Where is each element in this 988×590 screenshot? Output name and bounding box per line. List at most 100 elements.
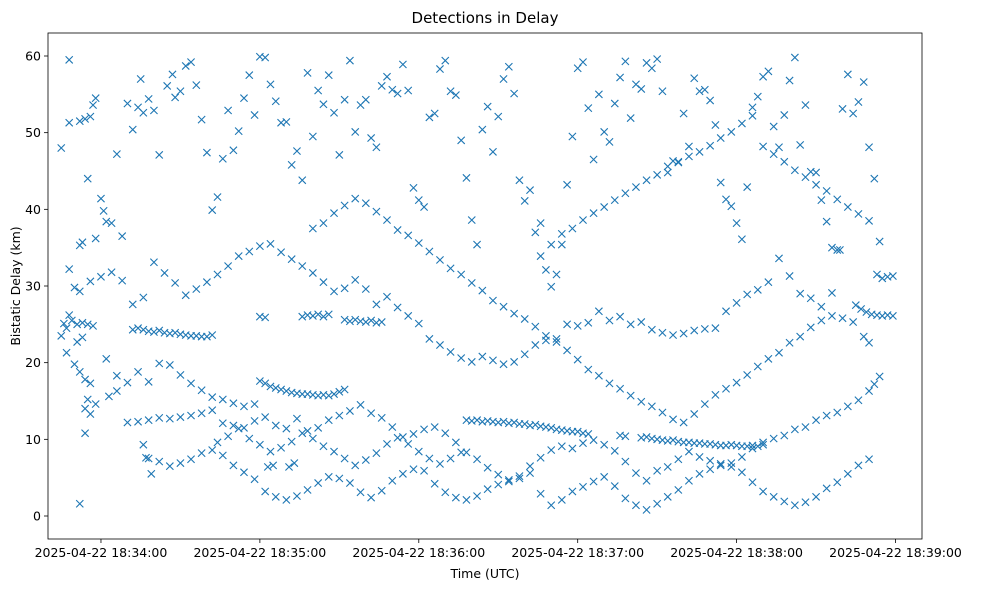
detection-point: [208, 206, 217, 215]
detection-point: [83, 395, 92, 404]
detection-point: [340, 385, 349, 394]
detection-point: [425, 247, 434, 256]
detection-point: [669, 436, 678, 445]
detection-point: [187, 58, 196, 67]
detection-point: [621, 494, 630, 503]
detection-point: [806, 294, 815, 303]
detection-point: [261, 487, 270, 496]
detection-point: [865, 143, 874, 152]
detection-point: [292, 414, 301, 423]
y-axis-title: Bistatic Delay (km): [8, 226, 23, 345]
detection-point: [579, 216, 587, 225]
detection-point: [187, 455, 196, 464]
detection-point: [457, 270, 466, 279]
detection-point: [383, 216, 391, 225]
detection-point: [594, 371, 603, 380]
detection-point: [854, 461, 863, 470]
detection-point: [862, 308, 871, 317]
detection-point: [298, 176, 307, 185]
detection-point: [197, 449, 206, 458]
y-tick-label: 30: [25, 279, 41, 294]
detection-point: [520, 350, 529, 359]
detection-point: [488, 147, 497, 156]
detection-point: [467, 278, 476, 287]
detection-point: [605, 137, 614, 146]
detection-point: [589, 209, 598, 218]
detection-point: [65, 55, 74, 64]
detection-point: [213, 270, 222, 279]
detection-point: [377, 318, 386, 327]
detection-point: [875, 237, 884, 246]
detection-point: [224, 432, 233, 441]
detection-point: [446, 454, 455, 463]
detection-point: [372, 300, 381, 309]
detection-point: [287, 255, 296, 264]
detection-point: [785, 272, 794, 281]
detection-point: [557, 442, 566, 451]
detection-point: [822, 411, 831, 420]
detection-point: [340, 454, 349, 463]
detection-point: [414, 239, 423, 248]
detection-point: [208, 406, 217, 415]
detection-point: [351, 194, 360, 203]
detection-point: [171, 278, 180, 287]
detection-point: [552, 334, 561, 343]
detection-point: [377, 413, 386, 422]
detection-point: [547, 446, 556, 455]
detection-point: [303, 68, 312, 77]
y-tick-label: 40: [25, 202, 41, 217]
detection-point: [494, 112, 503, 121]
detection-point: [361, 95, 370, 104]
detection-point: [568, 444, 577, 453]
detection-point: [282, 495, 291, 504]
detection-point: [547, 240, 556, 249]
detection-point: [335, 474, 344, 483]
detection-point: [843, 469, 852, 478]
detection-point: [515, 472, 524, 481]
detection-point: [610, 196, 619, 205]
detection-point: [801, 173, 810, 182]
detection-point: [351, 275, 360, 284]
detection-point: [112, 150, 121, 159]
detection-point: [857, 305, 866, 313]
detection-point: [202, 332, 211, 341]
detection-point: [57, 331, 66, 340]
detection-point: [526, 462, 535, 471]
detection-point: [878, 274, 887, 283]
detection-point: [711, 121, 720, 129]
detection-point: [462, 495, 471, 504]
detection-point: [457, 448, 466, 457]
detection-point: [139, 325, 148, 334]
detection-point: [234, 252, 243, 261]
detection-point: [165, 414, 174, 423]
detection-point: [404, 311, 413, 320]
x-tick-label: 2025-04-22 18:36:00: [352, 545, 485, 560]
detection-point: [393, 303, 402, 312]
detection-point: [536, 453, 545, 462]
detection-point: [631, 501, 640, 510]
y-tick-label: 0: [33, 509, 41, 524]
detection-point: [70, 283, 79, 292]
detection-point: [308, 434, 317, 443]
x-tick-label: 2025-04-22 18:39:00: [829, 545, 962, 560]
detection-point: [335, 150, 344, 159]
detection-point: [647, 64, 656, 73]
detection-point: [430, 109, 439, 118]
detection-point: [404, 231, 413, 240]
detection-point: [213, 438, 222, 447]
detection-point: [420, 203, 429, 212]
detection-point: [531, 322, 540, 331]
detection-point: [224, 262, 233, 271]
detection-point: [340, 95, 349, 104]
detection-point: [181, 61, 190, 70]
detection-point: [727, 462, 736, 471]
detection-point: [308, 132, 317, 141]
detection-point: [139, 108, 148, 117]
detection-point: [292, 147, 301, 156]
detection-point: [269, 461, 278, 470]
detection-point: [875, 372, 884, 381]
detection-point: [160, 268, 169, 277]
detection-point: [409, 429, 418, 438]
detection-point: [324, 391, 333, 400]
detection-point: [330, 390, 339, 399]
